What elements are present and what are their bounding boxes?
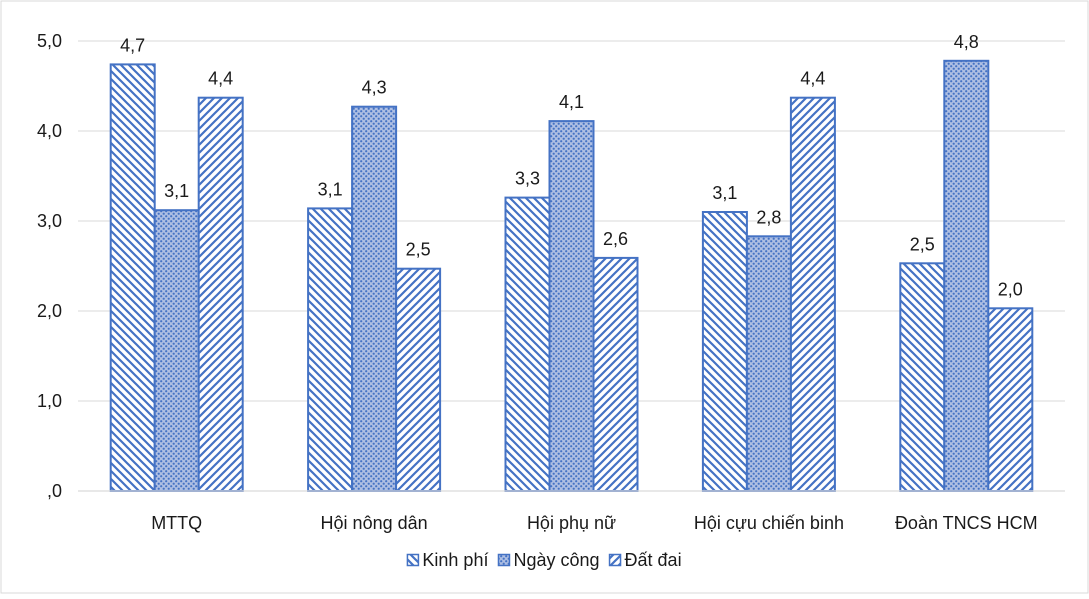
legend-swatch xyxy=(406,553,420,567)
data-label: 3,1 xyxy=(318,179,343,199)
y-tick-label: 3,0 xyxy=(37,211,62,231)
legend-label: Ngày công xyxy=(513,550,599,570)
data-labels: 4,7 3,1 4,4 3,1 4,3 2,5 3,3 4,1 2,6 3,1 2,8 4,4 2,5 4… xyxy=(120,32,1023,299)
bar-ngay-cong-hoi-cuu-chien-binh xyxy=(745,235,792,492)
data-label: 4,3 xyxy=(362,78,387,98)
x-category-label: Hội cựu chiến binh xyxy=(694,513,844,533)
bar-kinh-phi-mttq xyxy=(109,63,156,493)
data-label: 4,7 xyxy=(120,35,145,55)
y-tick-label: 1,0 xyxy=(37,391,62,411)
data-label: 4,4 xyxy=(800,69,825,89)
x-category-label: MTTQ xyxy=(151,513,202,533)
bar-dat-dai-hoi-cuu-chien-binh xyxy=(789,96,836,492)
bars xyxy=(109,59,1034,493)
data-label: 3,1 xyxy=(164,181,189,201)
axes: ,0 1,0 2,0 3,0 4,0 5,0 MTTQ Hội nông dân Hội phụ… xyxy=(37,31,1065,533)
data-label: 2,5 xyxy=(910,234,935,254)
legend-item-kinh-phi: Kinh phí xyxy=(406,550,488,570)
x-category-label: Hội phụ nữ xyxy=(527,513,616,533)
data-label: 2,5 xyxy=(406,240,431,260)
legend-label: Đất đai xyxy=(625,550,682,570)
legend-item-dat-dai: Đất đai xyxy=(608,550,682,570)
data-label: 4,1 xyxy=(559,92,584,112)
y-tick-label: ,0 xyxy=(47,481,62,501)
data-label: 4,8 xyxy=(954,32,979,52)
x-category-label: Đoàn TNCS HCM xyxy=(895,513,1038,533)
bar-dat-dai-hoi-nong-dan xyxy=(395,267,442,493)
y-tick-label: 2,0 xyxy=(37,301,62,321)
y-tick-label: 4,0 xyxy=(37,121,62,141)
legend-label: Kinh phí xyxy=(422,550,488,570)
x-category-label: Hội nông dân xyxy=(321,513,428,533)
legend-swatch xyxy=(497,553,511,567)
data-label: 2,0 xyxy=(998,279,1023,299)
bar-dat-dai-doan-tncs-hcm xyxy=(987,307,1034,492)
bar-kinh-phi-hoi-nong-dan xyxy=(307,207,354,492)
data-label: 2,6 xyxy=(603,229,628,249)
bar-ngay-cong-hoi-nong-dan xyxy=(351,105,398,492)
bar-ngay-cong-mttq xyxy=(153,209,200,492)
bar-dat-dai-hoi-phu-nu xyxy=(592,256,639,492)
bar-dat-dai-mttq xyxy=(197,96,244,492)
bar-kinh-phi-hoi-cuu-chien-binh xyxy=(701,211,748,492)
legend: Kinh phí Ngày công Đất đai xyxy=(406,550,682,570)
bar-kinh-phi-doan-tncs-hcm xyxy=(899,262,946,492)
legend-item-ngay-cong: Ngày công xyxy=(497,550,600,570)
bar-kinh-phi-hoi-phu-nu xyxy=(504,196,551,492)
y-tick-label: 5,0 xyxy=(37,31,62,51)
data-label: 2,8 xyxy=(756,207,781,227)
legend-swatch xyxy=(608,553,622,567)
data-label: 3,1 xyxy=(712,183,737,203)
data-label: 4,4 xyxy=(208,69,233,89)
bar-ngay-cong-hoi-phu-nu xyxy=(548,120,595,492)
bar-ngay-cong-doan-tncs-hcm xyxy=(943,59,990,493)
data-label: 3,3 xyxy=(515,169,540,189)
